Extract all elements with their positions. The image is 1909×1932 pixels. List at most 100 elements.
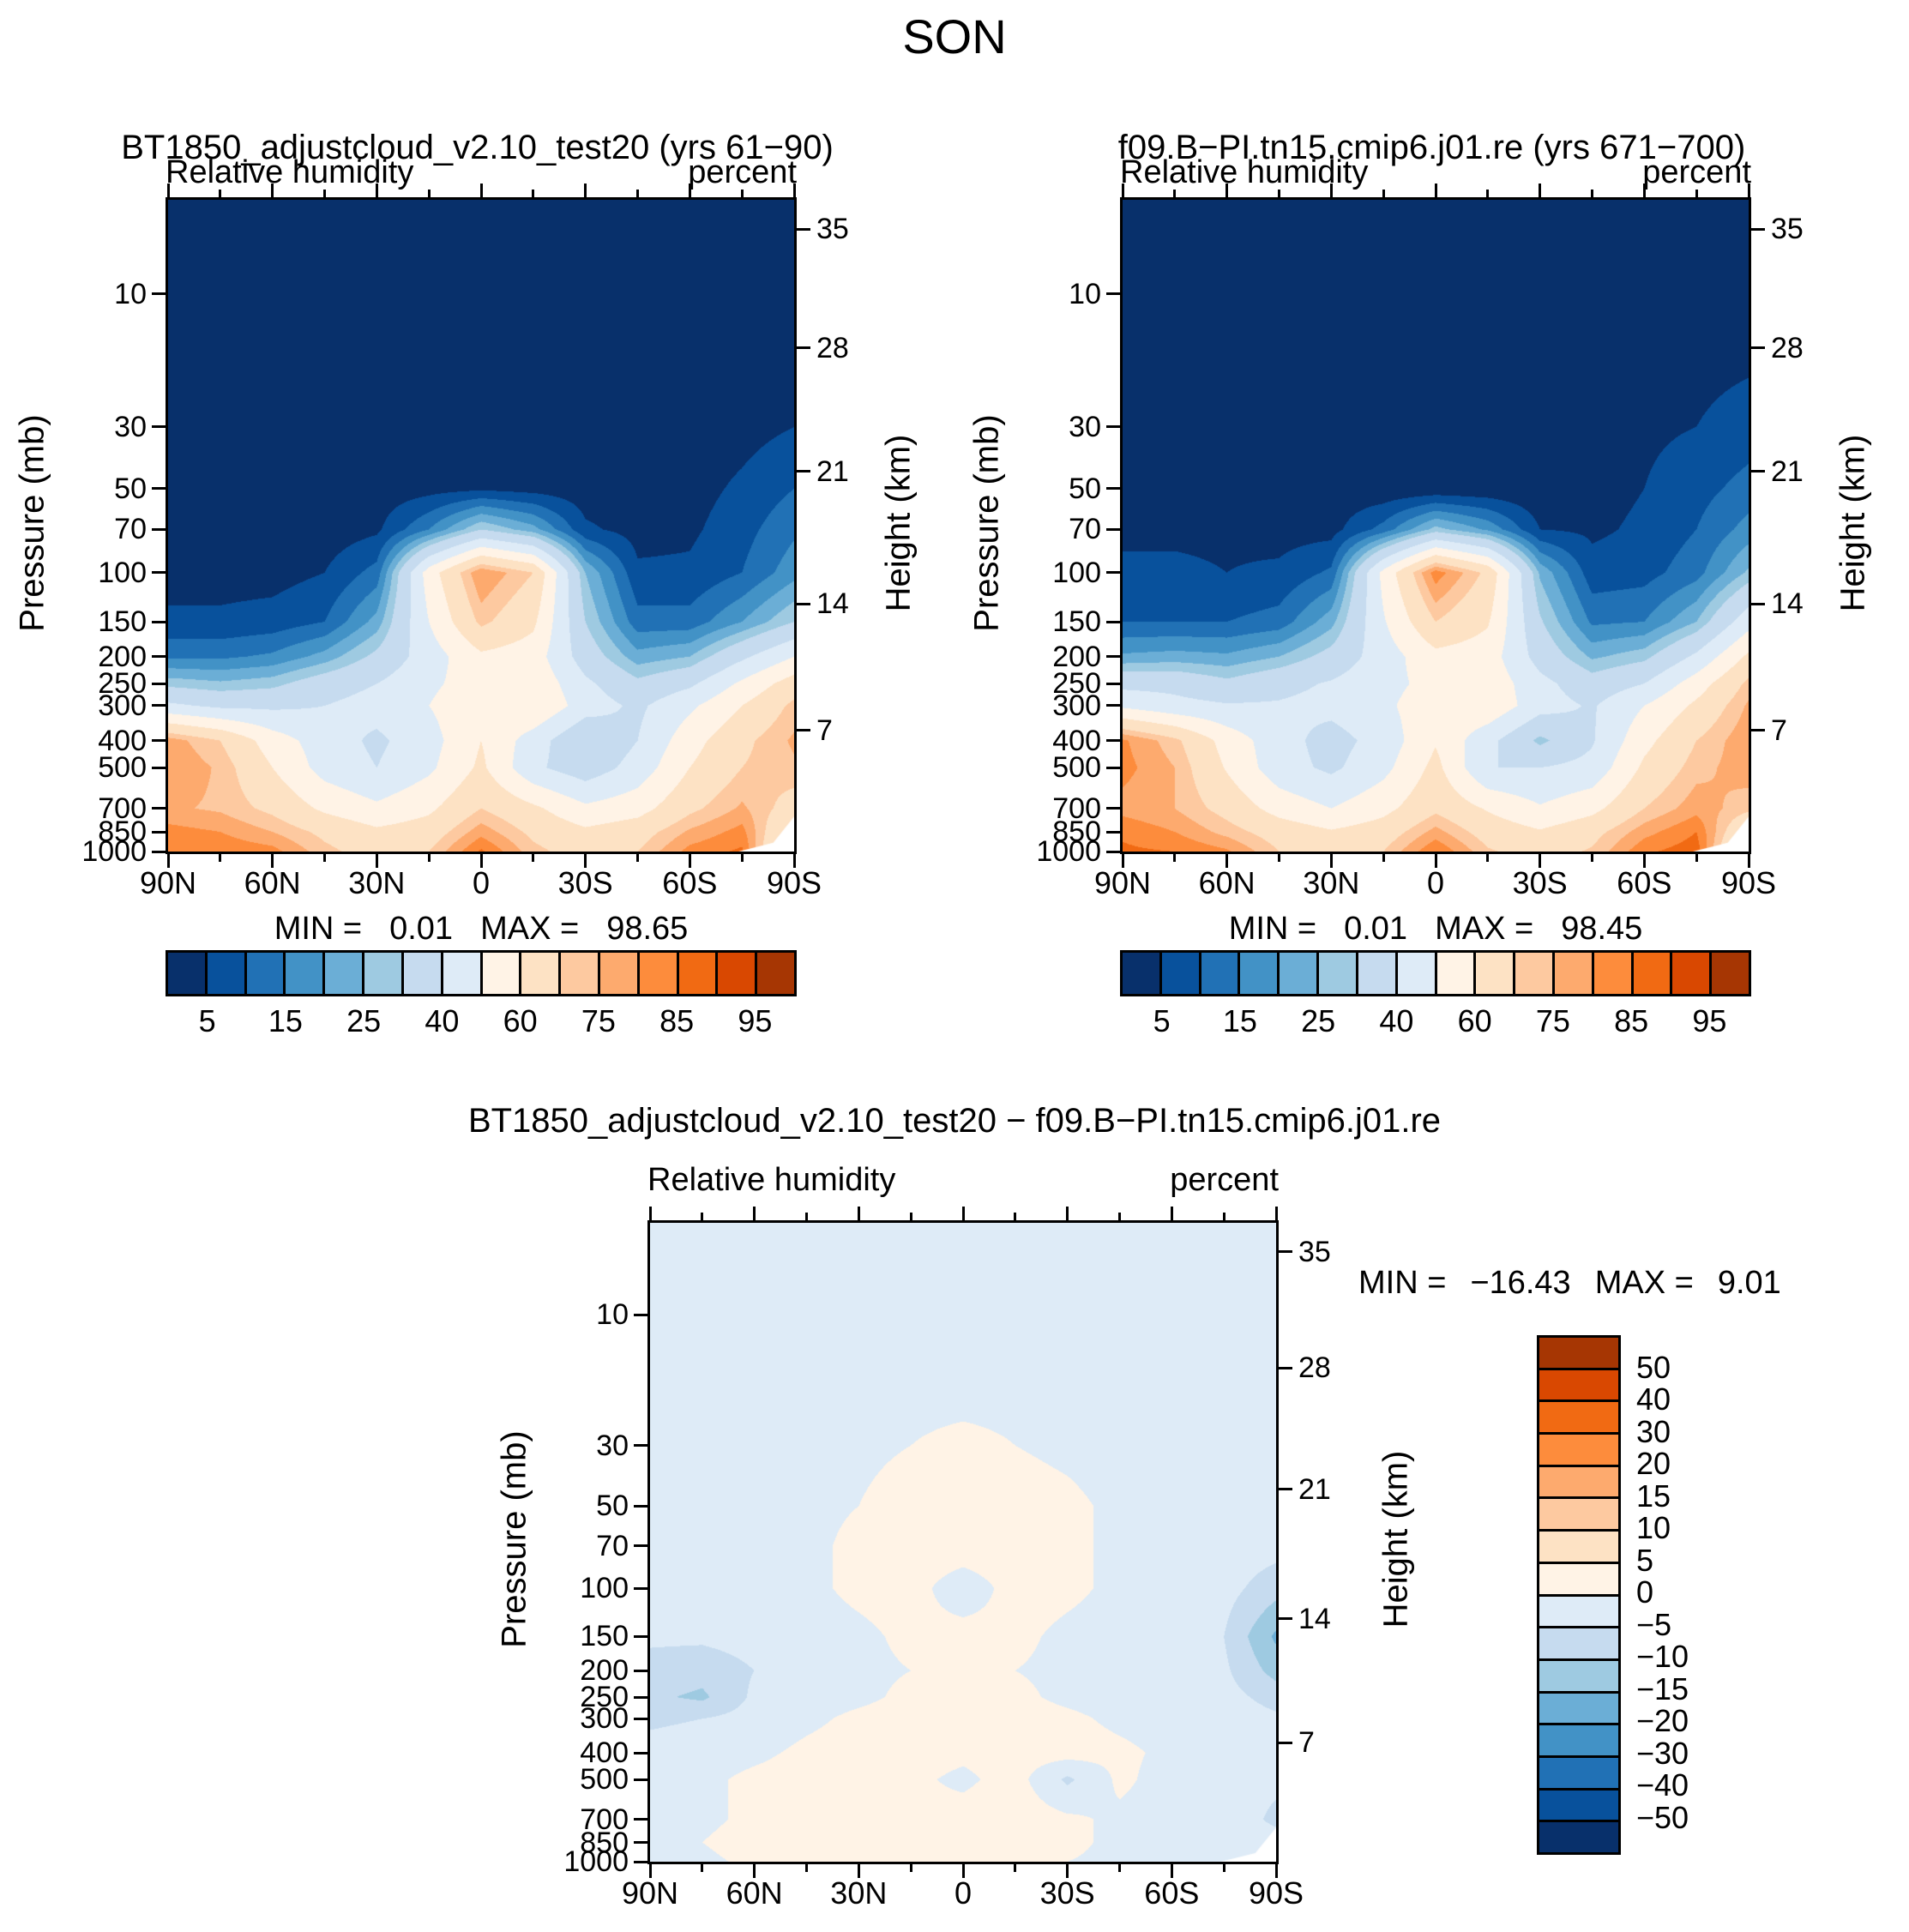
colorbar-tick-label: −15 bbox=[1636, 1670, 1689, 1706]
latitude-tick bbox=[648, 1864, 652, 1878]
pressure-tick-label: 1000 bbox=[563, 1845, 629, 1878]
colorbar-tick-label: 85 bbox=[659, 1003, 695, 1038]
pressure-tick-label: 1000 bbox=[81, 835, 147, 868]
min-value: 0.01 bbox=[389, 911, 454, 947]
pressure-tick bbox=[634, 1841, 647, 1844]
colorbar-cell bbox=[1554, 953, 1594, 994]
subtitle-row: Relative humidity percent bbox=[166, 154, 797, 191]
latitude-tick bbox=[1274, 1207, 1278, 1220]
pressure-tick-label: 30 bbox=[114, 410, 147, 443]
colorbar-cell bbox=[678, 953, 719, 994]
latitude-tick bbox=[1747, 184, 1750, 197]
latitude-tick bbox=[427, 190, 431, 197]
latitude-tick bbox=[584, 854, 587, 868]
latitude-tick bbox=[166, 854, 170, 868]
subtitle-row: Relative humidity percent bbox=[1120, 154, 1751, 191]
latitude-tick-label: 30S bbox=[1039, 1875, 1095, 1911]
field-label: Relative humidity bbox=[166, 154, 414, 190]
height-tick-label: 7 bbox=[1298, 1726, 1315, 1760]
latitude-tick bbox=[1173, 190, 1177, 197]
pressure-tick bbox=[152, 682, 166, 685]
colorbar-cell bbox=[599, 953, 640, 994]
colorbar-tick-label: 95 bbox=[738, 1003, 773, 1038]
latitude-tick bbox=[1121, 854, 1124, 868]
colorbar-tick-label: 50 bbox=[1636, 1349, 1671, 1385]
latitude-tick bbox=[753, 1207, 756, 1220]
pressure-tick bbox=[634, 1504, 647, 1508]
colorbar-labels: 5 15 25 40 60 75 85 95 bbox=[1120, 1003, 1751, 1043]
pressure-tick-label: 100 bbox=[580, 1572, 629, 1605]
min-label: MIN = bbox=[1358, 1265, 1447, 1301]
height-axis-title: Height (km) bbox=[879, 434, 918, 612]
pressure-tick-label: 500 bbox=[1052, 751, 1101, 785]
colorbar-cell bbox=[1280, 953, 1320, 994]
colorbar-tick-label: −10 bbox=[1636, 1639, 1689, 1674]
height-tick bbox=[797, 729, 810, 732]
pressure-tick bbox=[634, 1444, 647, 1447]
latitude-tick bbox=[323, 854, 326, 862]
colorbar-cell bbox=[1161, 953, 1201, 994]
min-label: MIN = bbox=[1228, 911, 1317, 947]
panel-difference: BT1850_adjustcloud_v2.10_test20 − f09.B−… bbox=[0, 1102, 1909, 1932]
height-tick bbox=[797, 602, 810, 605]
colorbar-cell bbox=[1539, 1338, 1618, 1368]
latitude-tick-label: 30S bbox=[1512, 865, 1568, 900]
pressure-tick bbox=[634, 1695, 647, 1699]
pressure-tick bbox=[1106, 739, 1120, 743]
panel-model-1: BT1850_adjustcloud_v2.10_test20 (yrs 61−… bbox=[0, 129, 954, 1072]
pressure-tick bbox=[634, 1634, 647, 1638]
latitude-tick-label: 60N bbox=[1198, 865, 1256, 900]
pressure-tick-label: 300 bbox=[1052, 689, 1101, 722]
pressure-tick-label: 1000 bbox=[1036, 835, 1101, 868]
latitude-tick bbox=[166, 184, 170, 197]
latitude-tick bbox=[1170, 1864, 1173, 1878]
latitude-tick-label: 60S bbox=[1617, 865, 1672, 900]
pressure-tick bbox=[152, 571, 166, 575]
latitude-tick bbox=[909, 1864, 912, 1872]
pressure-tick-label: 400 bbox=[98, 724, 147, 757]
colorbar-tick-label: 75 bbox=[581, 1003, 616, 1038]
pressure-tick-label: 50 bbox=[114, 472, 147, 505]
latitude-tick-label: 90S bbox=[1720, 865, 1777, 900]
colorbar-tick-label: 40 bbox=[1636, 1381, 1671, 1417]
latitude-tick-label: 90N bbox=[621, 1875, 679, 1911]
latitude-tick bbox=[219, 190, 222, 197]
colorbar-cell bbox=[1539, 1754, 1618, 1788]
latitude-tick bbox=[1695, 854, 1698, 862]
latitude-tick bbox=[1695, 190, 1698, 197]
max-value: 98.45 bbox=[1561, 911, 1643, 947]
height-tick-label: 28 bbox=[1771, 331, 1804, 364]
colorbar-tick-label: 15 bbox=[1222, 1003, 1257, 1038]
colorbar-cell bbox=[718, 953, 758, 994]
colorbar-tick-label: 0 bbox=[1636, 1574, 1654, 1610]
height-tick bbox=[1751, 729, 1765, 732]
colorbar-cell bbox=[403, 953, 443, 994]
height-tick bbox=[1751, 346, 1765, 350]
latitude-tick bbox=[1274, 1864, 1278, 1878]
latitude-tick bbox=[1118, 1864, 1121, 1872]
pressure-tick-label: 100 bbox=[98, 556, 147, 589]
height-tick-label: 14 bbox=[816, 587, 849, 621]
pressure-tick-label: 200 bbox=[580, 1654, 629, 1688]
latitude-tick bbox=[1486, 854, 1490, 862]
colorbar-cell bbox=[1436, 953, 1477, 994]
latitude-tick-label: 0 bbox=[472, 865, 491, 900]
panel-title: f09.B−PI.tn15.cmip6.j01.re (yrs 671−700) bbox=[1117, 129, 1746, 166]
pressure-tick-label: 700 bbox=[1052, 791, 1101, 825]
height-tick bbox=[797, 470, 810, 473]
pressure-tick bbox=[1106, 830, 1120, 834]
colorbar-cell bbox=[443, 953, 483, 994]
height-tick-label: 21 bbox=[1771, 454, 1804, 488]
colorbar-cell bbox=[1539, 1820, 1618, 1852]
height-tick-label: 35 bbox=[1298, 1235, 1331, 1268]
height-tick bbox=[1279, 1250, 1292, 1254]
colorbar-cell bbox=[1476, 953, 1516, 994]
pressure-tick bbox=[152, 766, 166, 769]
pressure-tick bbox=[1106, 487, 1120, 491]
min-label: MIN = bbox=[274, 911, 363, 947]
latitude-tick bbox=[688, 854, 691, 868]
pressure-tick bbox=[1106, 704, 1120, 707]
colorbar-cell bbox=[168, 953, 208, 994]
latitude-tick bbox=[532, 190, 535, 197]
pressure-axis-title: Pressure (mb) bbox=[495, 1430, 533, 1648]
